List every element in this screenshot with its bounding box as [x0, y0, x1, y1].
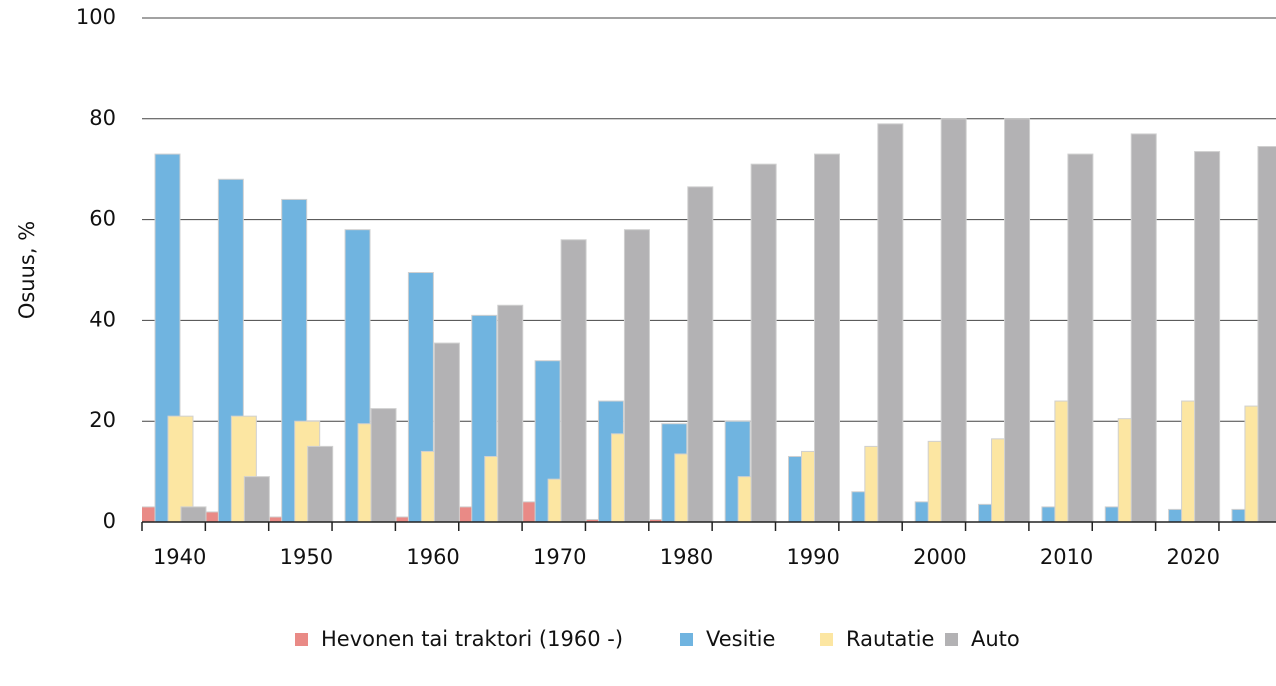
bar — [878, 124, 903, 522]
bar — [181, 507, 206, 522]
bar — [1005, 119, 1030, 522]
bar — [624, 230, 649, 522]
y-tick-label: 100 — [76, 5, 116, 29]
bar — [1131, 134, 1156, 522]
x-tick-label: 1950 — [280, 545, 333, 569]
x-tick-label: 1970 — [533, 545, 586, 569]
bar — [561, 240, 586, 522]
bar — [168, 416, 193, 522]
bar — [688, 187, 713, 522]
bar — [244, 477, 269, 522]
legend-label: Vesitie — [706, 627, 775, 651]
y-axis-label: Osuus, % — [15, 221, 39, 319]
x-tick-label: 2010 — [1040, 545, 1093, 569]
bar — [815, 154, 840, 522]
y-tick-label: 60 — [89, 207, 116, 231]
x-tick-label: 2020 — [1167, 545, 1220, 569]
legend-label: Rautatie — [846, 627, 934, 651]
x-tick-label: 1990 — [786, 545, 839, 569]
x-tick-label: 2000 — [913, 545, 966, 569]
y-tick-label: 40 — [89, 307, 116, 331]
bar — [434, 343, 459, 522]
bar — [1068, 154, 1093, 522]
bar — [371, 409, 396, 522]
legend-swatch — [680, 633, 693, 646]
legend-swatch — [945, 633, 958, 646]
bar — [941, 119, 966, 522]
x-tick-label: 1980 — [660, 545, 713, 569]
legend-label: Hevonen tai traktori (1960 -) — [321, 627, 623, 651]
bar — [308, 446, 333, 522]
y-tick-label: 80 — [89, 106, 116, 130]
x-tick-label: 1960 — [406, 545, 459, 569]
x-tick-label: 1940 — [153, 545, 206, 569]
chart: Osuus, % 0 20 40 60 80 100 1940 1950 1960 1970 198… — [0, 0, 1276, 686]
bar — [751, 164, 776, 522]
bar — [1258, 147, 1276, 522]
legend-swatch — [820, 633, 833, 646]
legend-label: Auto — [971, 627, 1020, 651]
legend-swatch — [295, 633, 308, 646]
bar — [498, 305, 523, 522]
y-tick-label: 0 — [103, 509, 116, 533]
y-tick-label: 20 — [89, 408, 116, 432]
bar — [1195, 152, 1220, 522]
